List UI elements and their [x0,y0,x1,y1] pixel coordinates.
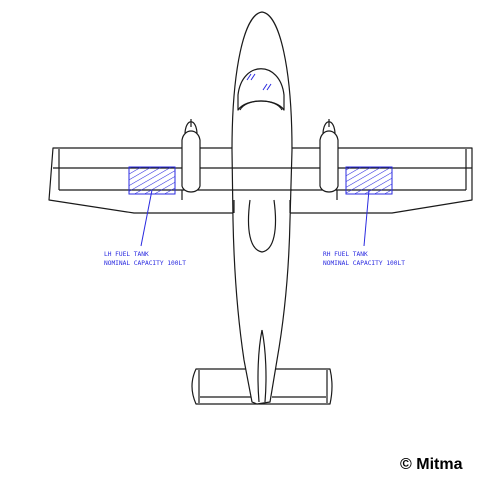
copyright-notice: © Mitma [400,456,463,473]
right-engine-nacelle [319,119,339,193]
fuselage-rear-details [247,199,277,403]
lh-tank-capacity: NOMINAL CAPACITY 100LT [104,260,186,267]
left-engine-nacelle [181,119,201,193]
horizontal-stabilizer [191,368,333,405]
lh-tank-title: LH FUEL TANK [104,251,149,258]
cockpit-canopy [237,68,285,111]
windshield-reflection-marks [246,73,272,91]
rh-tank-leader-line [363,189,370,247]
lh-tank-leader-line [140,189,153,247]
fuselage [231,11,293,405]
rh-tank-title: RH FUEL TANK [323,251,368,258]
lh-fuel-tank [128,166,176,195]
rh-tank-capacity: NOMINAL CAPACITY 100LT [323,260,405,267]
rh-fuel-tank [345,166,393,195]
